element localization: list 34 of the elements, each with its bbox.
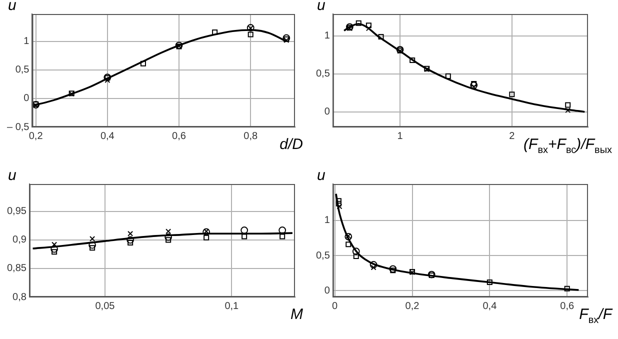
x-tick-label: 1 <box>397 130 404 142</box>
y-tick-label: 0,9 <box>12 234 27 246</box>
y-tick-label: 0 <box>24 93 30 104</box>
x-axis-title: M <box>290 306 303 323</box>
y-tick-label: 1 <box>24 36 30 48</box>
x-tick-label: 0 <box>332 300 338 312</box>
x-axis-title: (F$_{вх}$+F$_{вс}$)/F$_{вых}$ <box>524 136 612 156</box>
x-axis-title: d/D <box>280 136 303 153</box>
x-tick-label: 0,8 <box>244 130 258 142</box>
x-tick-label: 0,6 <box>560 300 574 312</box>
x-tick-label: 0,1 <box>224 300 240 312</box>
x-tick-label: 0,4 <box>482 300 498 312</box>
x-tick-label: 0,6 <box>172 130 186 142</box>
y-tick-label: 0,95 <box>6 206 27 218</box>
x-tick-label: 0,05 <box>95 300 116 312</box>
y-tick-label: 0,8 <box>12 292 27 303</box>
y-tick-label: 0,5 <box>15 64 30 76</box>
y-tick-label: 0,5 <box>316 68 330 80</box>
y-tick-label: 1 <box>324 215 330 226</box>
x-tick-label: 0,2 <box>405 300 420 312</box>
x-tick-label: 2 <box>509 130 516 142</box>
y-tick-label: 0 <box>324 285 330 296</box>
y-tick-label: – 0,5 <box>6 122 30 133</box>
x-axis-title: F$_{вх}$/F <box>579 306 612 326</box>
y-axis-title: u <box>317 0 326 14</box>
x-tick-label: 0,4 <box>100 130 115 142</box>
y-tick-label: 1 <box>324 30 330 42</box>
x-tick-label: 0,2 <box>28 130 44 142</box>
y-axis-title: u <box>8 0 16 14</box>
y-tick-label: 0,5 <box>316 250 330 262</box>
y-tick-label: 0,85 <box>6 263 27 274</box>
y-axis-title: u <box>8 167 16 184</box>
y-tick-label: 0 <box>324 106 330 118</box>
y-axis-title: u <box>317 167 326 184</box>
